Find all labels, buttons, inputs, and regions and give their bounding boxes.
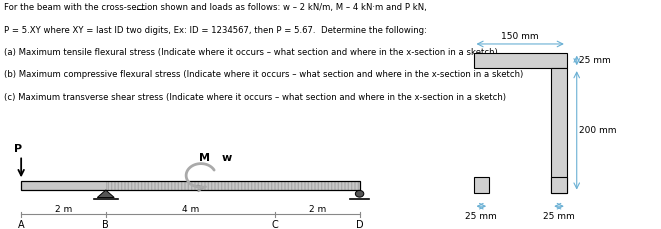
Text: 25 mm: 25 mm	[465, 212, 497, 221]
Text: 2 m: 2 m	[309, 205, 326, 214]
Text: 2 m: 2 m	[55, 205, 72, 214]
Text: 200 mm: 200 mm	[579, 126, 617, 135]
Text: (a) Maximum tensile flexural stress (Indicate where it occurs – what section and: (a) Maximum tensile flexural stress (Ind…	[4, 48, 498, 57]
Text: C: C	[272, 220, 278, 229]
Text: B: B	[102, 220, 109, 229]
Bar	[473, 177, 489, 193]
Bar	[21, 181, 360, 190]
Text: (c) Maximum transverse shear stress (Indicate where it occurs – what section and: (c) Maximum transverse shear stress (Ind…	[4, 93, 506, 102]
Text: (b) Maximum compressive flexural stress (Indicate where it occurs – what section: (b) Maximum compressive flexural stress …	[4, 71, 524, 79]
Text: 150 mm: 150 mm	[501, 32, 539, 41]
Circle shape	[356, 190, 364, 197]
Text: P: P	[13, 144, 22, 154]
Polygon shape	[97, 190, 114, 197]
Text: w: w	[222, 153, 233, 163]
Bar	[551, 68, 566, 193]
Text: M: M	[199, 153, 210, 163]
Text: 25 mm: 25 mm	[579, 56, 611, 65]
Text: A: A	[18, 220, 24, 229]
Text: For the beam with the cross-section shown and loads as follows: w – 2 kN/m, M – : For the beam with the cross-section show…	[4, 3, 427, 12]
Text: 4 m: 4 m	[182, 205, 199, 214]
Text: 25 mm: 25 mm	[543, 212, 575, 221]
Bar	[551, 177, 566, 193]
Bar	[21, 181, 106, 190]
Bar	[106, 181, 360, 190]
Text: P = 5.XY where XY = last ID two digits, Ex: ID = 1234567, then P = 5.67.  Determ: P = 5.XY where XY = last ID two digits, …	[4, 26, 427, 35]
Bar	[473, 53, 566, 68]
Text: D: D	[356, 220, 364, 229]
